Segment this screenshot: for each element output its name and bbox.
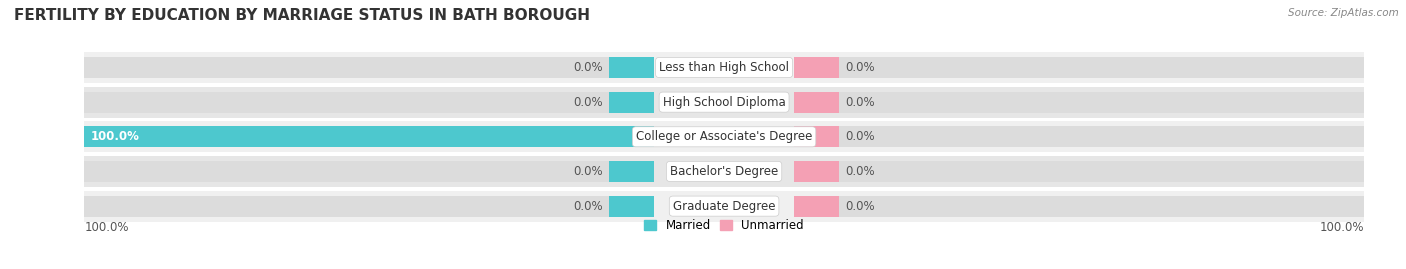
Bar bbox=[84, 87, 1364, 118]
Bar bbox=[84, 57, 654, 78]
Bar bbox=[794, 57, 839, 78]
Bar bbox=[84, 52, 1364, 83]
Bar bbox=[84, 121, 1364, 153]
Bar bbox=[794, 161, 839, 182]
Text: 0.0%: 0.0% bbox=[572, 165, 603, 178]
Text: Less than High School: Less than High School bbox=[659, 61, 789, 74]
Text: 100.0%: 100.0% bbox=[91, 130, 139, 143]
Bar bbox=[84, 126, 654, 147]
Text: 0.0%: 0.0% bbox=[845, 61, 876, 74]
Bar bbox=[794, 92, 839, 112]
Bar bbox=[84, 92, 654, 112]
Bar bbox=[794, 161, 1364, 182]
Bar bbox=[794, 92, 1364, 112]
Bar bbox=[84, 190, 1364, 222]
Bar bbox=[794, 196, 839, 217]
Bar bbox=[14, 126, 654, 147]
Text: 0.0%: 0.0% bbox=[572, 61, 603, 74]
Bar bbox=[84, 161, 654, 182]
Text: 0.0%: 0.0% bbox=[572, 96, 603, 109]
Text: High School Diploma: High School Diploma bbox=[662, 96, 786, 109]
Bar bbox=[609, 161, 654, 182]
Bar bbox=[794, 126, 839, 147]
Legend: Married, Unmarried: Married, Unmarried bbox=[640, 215, 808, 237]
Bar bbox=[794, 57, 1364, 78]
Text: 100.0%: 100.0% bbox=[1319, 221, 1364, 234]
Text: Graduate Degree: Graduate Degree bbox=[673, 200, 775, 213]
Bar bbox=[84, 156, 1364, 187]
Text: Source: ZipAtlas.com: Source: ZipAtlas.com bbox=[1288, 8, 1399, 18]
Bar bbox=[609, 57, 654, 78]
Text: College or Associate's Degree: College or Associate's Degree bbox=[636, 130, 813, 143]
Text: 0.0%: 0.0% bbox=[572, 200, 603, 213]
Text: 0.0%: 0.0% bbox=[845, 165, 876, 178]
Bar bbox=[794, 196, 1364, 217]
Text: 0.0%: 0.0% bbox=[845, 96, 876, 109]
Text: 0.0%: 0.0% bbox=[845, 200, 876, 213]
Bar bbox=[84, 196, 654, 217]
Text: FERTILITY BY EDUCATION BY MARRIAGE STATUS IN BATH BOROUGH: FERTILITY BY EDUCATION BY MARRIAGE STATU… bbox=[14, 8, 591, 23]
Bar bbox=[609, 92, 654, 112]
Text: 0.0%: 0.0% bbox=[845, 130, 876, 143]
Text: 100.0%: 100.0% bbox=[84, 221, 129, 234]
Bar bbox=[609, 196, 654, 217]
Text: Bachelor's Degree: Bachelor's Degree bbox=[671, 165, 778, 178]
Bar bbox=[794, 126, 1364, 147]
